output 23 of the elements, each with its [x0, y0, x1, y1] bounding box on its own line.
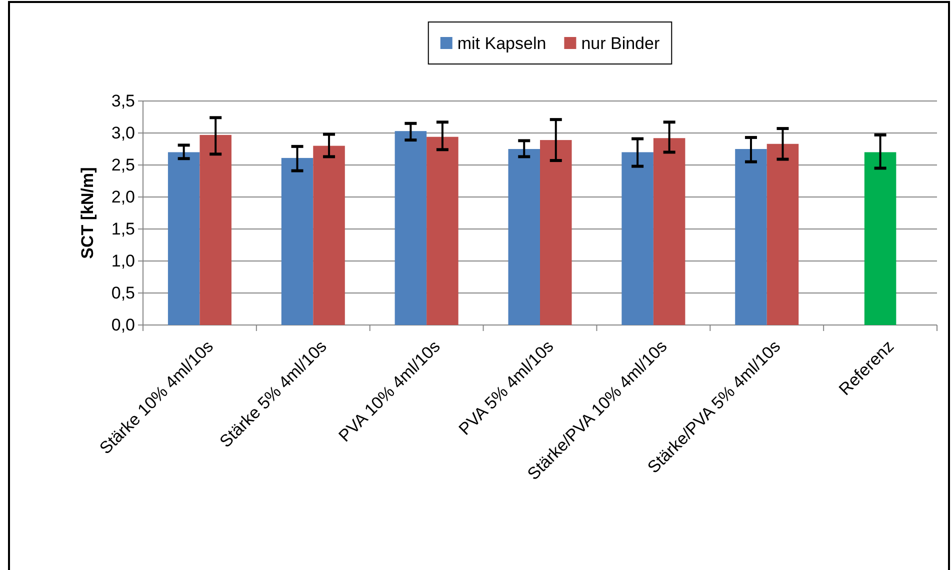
y-tick-label: 0,5 [111, 283, 135, 302]
y-tick-label: 1,5 [111, 219, 135, 238]
bar [200, 134, 232, 325]
bar [540, 140, 572, 325]
y-axis-title: SCT [kN/m] [78, 167, 97, 259]
bar [766, 144, 799, 325]
y-tick-label: 2,0 [111, 187, 135, 206]
bar [622, 152, 654, 325]
bar [508, 149, 540, 325]
y-tick-label: 1,0 [111, 251, 135, 270]
y-tick-label: 0,0 [111, 315, 135, 334]
y-tick-label: 2,5 [111, 155, 135, 174]
bar [653, 138, 686, 325]
bar [426, 136, 458, 325]
legend-label: nur Binder [581, 34, 660, 53]
bar [168, 152, 200, 325]
y-tick-label: 3,0 [111, 123, 135, 142]
legend-label: mit Kapseln [457, 34, 546, 53]
y-tick-label: 3,5 [111, 91, 135, 110]
bar [735, 149, 767, 325]
bar [394, 131, 427, 325]
bar [281, 158, 314, 325]
bar [313, 146, 345, 325]
